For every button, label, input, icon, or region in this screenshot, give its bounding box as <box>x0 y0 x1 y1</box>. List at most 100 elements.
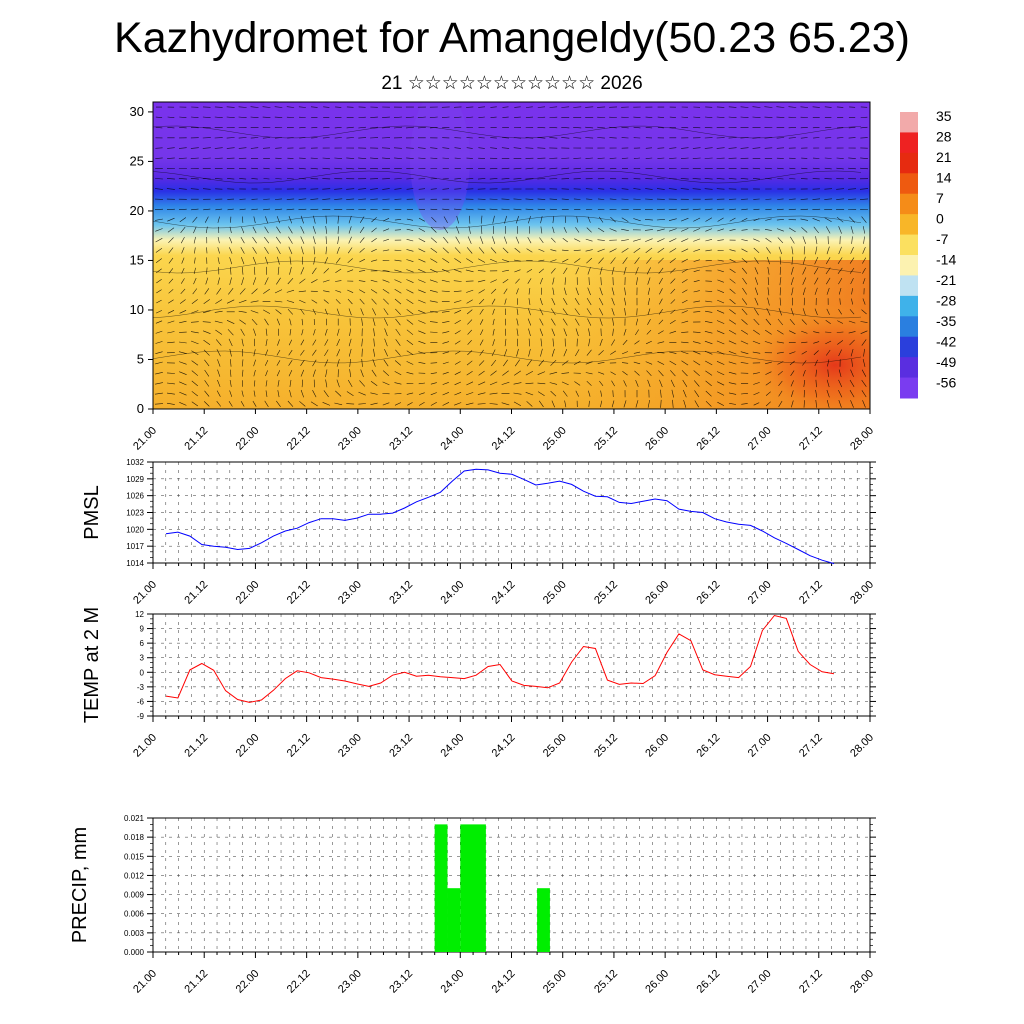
x-tick-label: 27.12 <box>797 579 825 607</box>
contour-lines <box>153 125 862 364</box>
x-tick-label: 21.00 <box>131 968 159 996</box>
x-tick-label: 26.00 <box>643 968 671 996</box>
contour-line <box>153 125 862 139</box>
y-tick-label: 1026 <box>126 492 144 501</box>
y-tick-label: 1029 <box>126 475 144 484</box>
x-tick-label: 23.12 <box>387 968 415 996</box>
colorbar-swatch <box>900 193 918 215</box>
contour-line <box>153 350 862 364</box>
colorbar-swatch <box>900 132 918 154</box>
precip-bar <box>537 888 550 952</box>
colorbar-swatch <box>900 275 918 297</box>
temp-series-line <box>165 614 835 703</box>
contour-line <box>153 215 862 229</box>
colorbar-swatch <box>900 316 918 338</box>
x-tick-label: 22.12 <box>285 732 313 760</box>
y-tick-label: 0.009 <box>124 891 145 900</box>
y-tick-label: 1023 <box>126 509 144 518</box>
x-tick-label: 21.12 <box>182 579 210 607</box>
x-tick-label: 21.00 <box>131 732 159 760</box>
y-tick-label: 0.018 <box>124 833 145 842</box>
x-tick-label: 26.12 <box>695 732 723 760</box>
x-tick-label: 25.12 <box>592 732 620 760</box>
y-axis-title: PMSL <box>81 485 103 539</box>
x-tick-label: 25.00 <box>541 732 569 760</box>
x-tick-label: 27.00 <box>746 732 774 760</box>
x-tick-label: 23.00 <box>336 732 364 760</box>
colorbar-swatch <box>900 152 918 174</box>
y-tick-label: 12 <box>135 610 144 619</box>
x-tick-label: 22.00 <box>234 579 262 607</box>
x-tick-label: 24.12 <box>490 579 518 607</box>
colorbar-swatch <box>900 214 918 236</box>
x-tick-label: 24.00 <box>438 425 466 453</box>
y-axis-title: TEMP at 2 M <box>81 607 103 723</box>
wind-vectors <box>154 106 869 408</box>
x-tick-label: 21.12 <box>182 968 210 996</box>
x-tick-label: 24.00 <box>438 968 466 996</box>
precip-bar <box>460 824 486 952</box>
x-tick-label: 28.00 <box>848 968 876 996</box>
x-tick-label: 26.12 <box>695 579 723 607</box>
cold-spot <box>410 102 470 230</box>
x-tick-label: 24.00 <box>438 732 466 760</box>
x-tick-label: 26.00 <box>643 425 671 453</box>
y-tick-label: 0 <box>137 401 144 416</box>
x-tick-label: 22.00 <box>234 968 262 996</box>
y-tick-label: 20 <box>130 203 144 218</box>
x-tick-label: 27.12 <box>797 425 825 453</box>
y-tick-label: 0.015 <box>124 852 145 861</box>
y-tick-label: 9 <box>140 625 145 634</box>
temperature-heatmap-panel: 0 5 10 15 20 25 30 21.00 21.12 22.00 22.12 23.00 23.… <box>130 101 876 453</box>
chart-title: Kazhydromet for Amangeldy(50.23 65.23) <box>114 14 910 62</box>
x-tick-label: 21.12 <box>182 425 210 453</box>
y-tick-label: 0.012 <box>124 871 145 880</box>
y-tick-label: 15 <box>130 252 144 267</box>
y-tick-label: 3 <box>140 654 145 663</box>
x-tick-label: 26.00 <box>643 732 671 760</box>
chart-subtitle: 21 ☆☆☆☆☆☆☆☆☆☆☆ 2026 <box>381 73 643 94</box>
y-tick-label: 1014 <box>126 559 144 568</box>
y-tick-label: 0.021 <box>124 814 145 823</box>
x-tick-label: 27.12 <box>797 732 825 760</box>
colorbar-swatch <box>900 377 918 399</box>
x-tick-label: 24.12 <box>490 968 518 996</box>
colorbar-label: 7 <box>936 190 944 206</box>
colorbar-label: -35 <box>936 313 956 329</box>
y-tick-label: -3 <box>137 683 145 692</box>
y-tick-label: 6 <box>140 639 145 648</box>
colorbar-label: -21 <box>936 272 956 288</box>
pmsl-series-line <box>165 468 835 565</box>
x-tick-label: 21.12 <box>182 732 210 760</box>
y-tick-label: 0.000 <box>124 948 145 957</box>
x-tick-label: 21.00 <box>131 425 159 453</box>
x-tick-label: 25.00 <box>541 968 569 996</box>
x-tick-label: 24.00 <box>438 579 466 607</box>
x-tick-label: 23.00 <box>336 968 364 996</box>
precip-bar <box>434 824 448 952</box>
x-tick-label: 27.00 <box>746 968 774 996</box>
y-tick-label: 1017 <box>126 542 144 551</box>
x-tick-label: 25.00 <box>541 425 569 453</box>
contour-line <box>153 260 862 274</box>
colorbar-swatch <box>900 234 918 256</box>
colorbar-label: -28 <box>936 293 956 309</box>
x-tick-label: 22.00 <box>234 425 262 453</box>
x-tick-label: 25.12 <box>592 425 620 453</box>
heatmap-field <box>153 102 870 409</box>
pmsl-panel: 1014 1017 1020 1023 1026 1029 1032 21.00 21.12 22… <box>81 458 876 607</box>
x-tick-label: 22.12 <box>285 579 313 607</box>
x-tick-label: 28.00 <box>848 732 876 760</box>
x-tick-label: 23.12 <box>387 425 415 453</box>
x-tick-label: 24.12 <box>490 732 518 760</box>
x-tick-label: 23.12 <box>387 579 415 607</box>
colorbar-swatch <box>900 255 918 276</box>
y-tick-label: 10 <box>130 302 144 317</box>
x-tick-label: 23.12 <box>387 732 415 760</box>
y-tick-label: 1032 <box>126 458 144 467</box>
x-tick-label: 25.12 <box>592 579 620 607</box>
x-tick-label: 27.00 <box>746 579 774 607</box>
grid <box>152 613 871 717</box>
x-tick-label: 28.00 <box>848 425 876 453</box>
